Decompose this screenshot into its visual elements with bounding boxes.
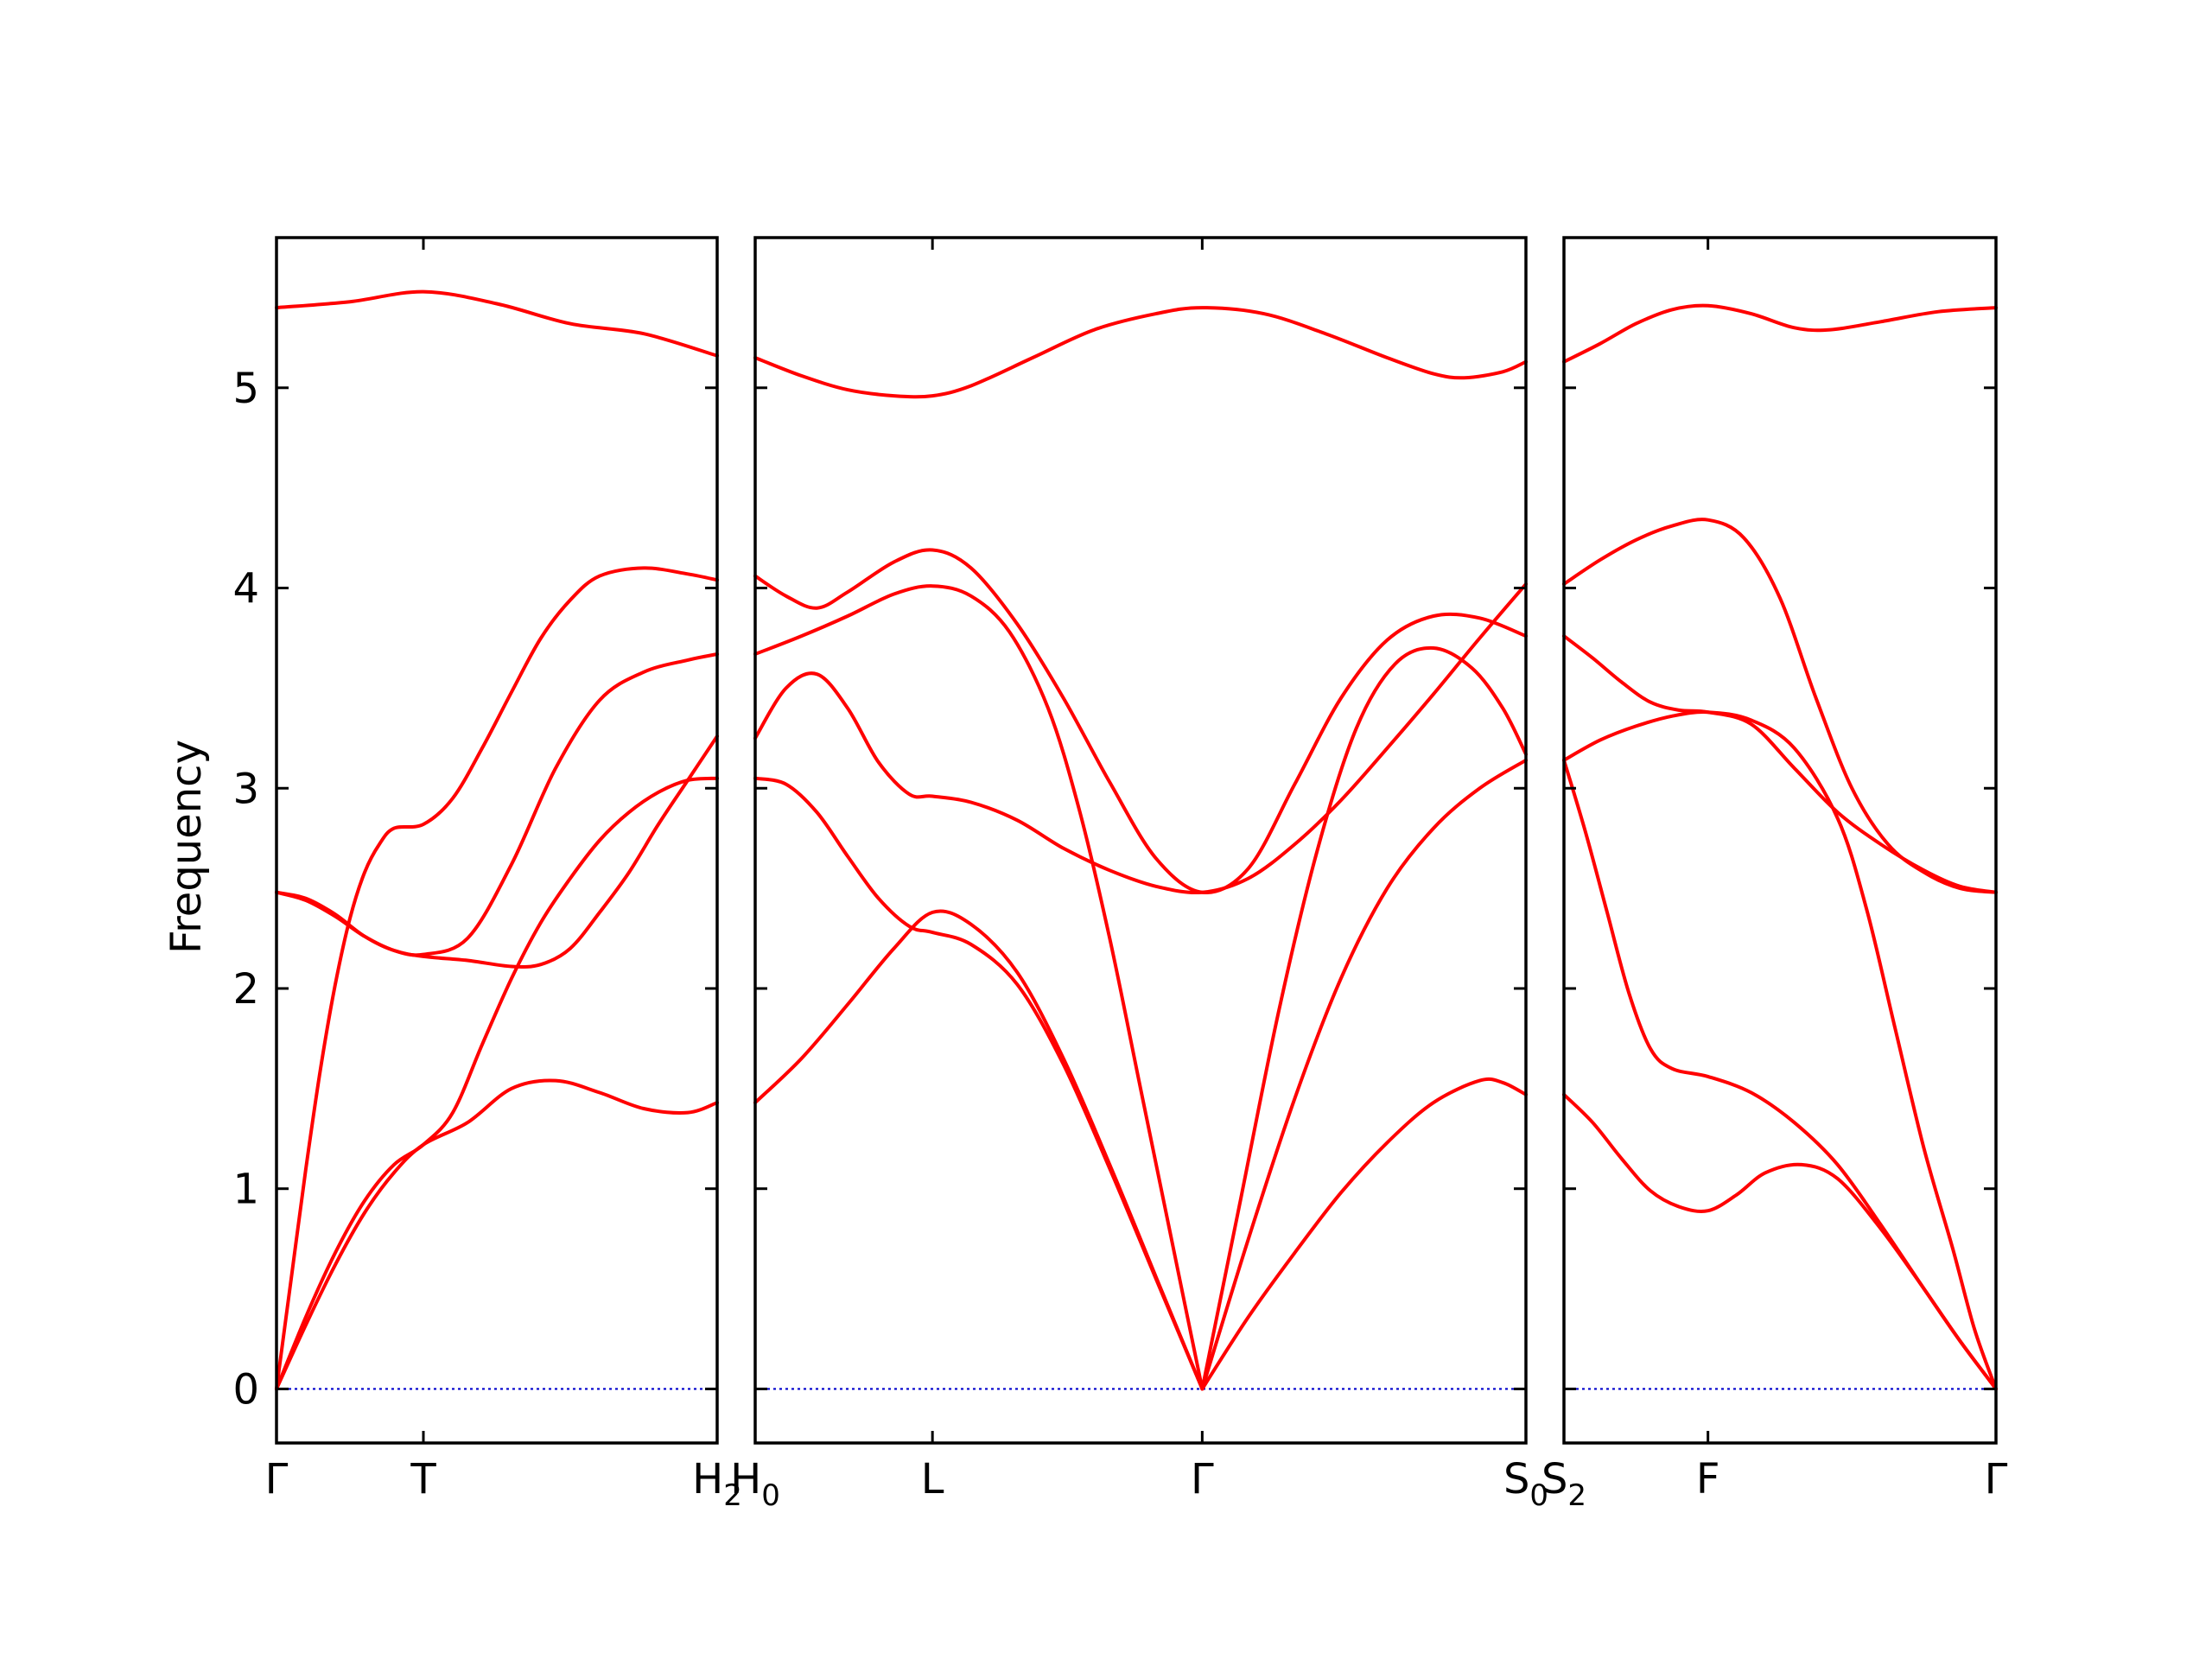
x-tick-label: S0 [1503, 1455, 1548, 1513]
band-line-6 [275, 734, 719, 969]
x-tick-label: H2 [692, 1455, 742, 1513]
x-tick-label: F [1696, 1455, 1720, 1503]
band-line-2 [275, 1078, 719, 1391]
band-line-2 [753, 909, 1205, 1391]
y-axis-label: Frequency [162, 740, 211, 954]
band-line-3 [275, 776, 719, 1391]
band-line-1 [1562, 303, 1998, 364]
x-tick-label: T [410, 1455, 436, 1503]
band-line-7 [1200, 645, 1528, 1391]
band-line-4 [275, 566, 719, 1391]
panel-frame [1562, 236, 1998, 1445]
band-line-3 [753, 776, 1205, 1391]
y-tick-label: 0 [232, 1365, 259, 1414]
band-line-8 [1200, 758, 1528, 1391]
band-line-3 [1562, 634, 1998, 894]
y-tick-label: 3 [232, 765, 259, 813]
band-line-2 [1562, 518, 1998, 894]
panel-3: S2 F Γ [1541, 236, 2008, 1513]
band-line-1 [275, 289, 719, 358]
band-line-5 [1562, 758, 1998, 1391]
panel-1: Γ T H2 [265, 236, 742, 1513]
y-tick-label: 2 [232, 965, 259, 1014]
band-line-4 [1562, 710, 1998, 1391]
panel-frame [275, 236, 719, 1445]
x-tick-label: L [921, 1455, 944, 1503]
band-line-9 [1200, 1077, 1528, 1391]
y-tick-label: 4 [232, 565, 259, 613]
band-line-5 [275, 652, 719, 957]
x-tick-label: H0 [730, 1455, 780, 1513]
band-line-1 [753, 306, 1528, 399]
band-line-6 [1562, 1092, 1998, 1391]
y-tick-label: 1 [232, 1166, 259, 1214]
band-line-6 [753, 548, 1528, 894]
panel-frame [753, 236, 1528, 1445]
band-line-4 [753, 582, 1528, 895]
x-tick-label: Γ [1191, 1455, 1214, 1503]
y-tick-label: 5 [232, 365, 259, 413]
panel-2: H0 L Γ S0 [730, 236, 1548, 1513]
band-line-5 [753, 584, 1205, 1391]
x-tick-label: Γ [1985, 1455, 2008, 1503]
x-tick-label: S2 [1541, 1455, 1586, 1513]
x-tick-label: Γ [265, 1455, 289, 1503]
